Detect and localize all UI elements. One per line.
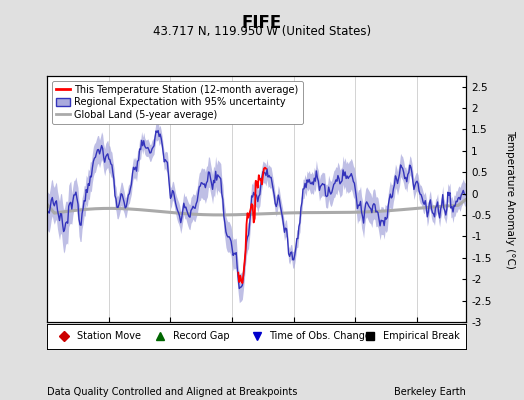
Text: 43.717 N, 119.950 W (United States): 43.717 N, 119.950 W (United States) [153,25,371,38]
Text: Station Move: Station Move [77,331,140,341]
Text: Time of Obs. Change: Time of Obs. Change [269,331,371,341]
Text: Data Quality Controlled and Aligned at Breakpoints: Data Quality Controlled and Aligned at B… [47,387,298,397]
Y-axis label: Temperature Anomaly (°C): Temperature Anomaly (°C) [506,130,516,268]
Text: Empirical Break: Empirical Break [383,331,459,341]
Legend: This Temperature Station (12-month average), Regional Expectation with 95% uncer: This Temperature Station (12-month avera… [52,81,302,124]
Text: Berkeley Earth: Berkeley Earth [395,387,466,397]
Text: Record Gap: Record Gap [173,331,230,341]
Text: FIFE: FIFE [242,14,282,32]
